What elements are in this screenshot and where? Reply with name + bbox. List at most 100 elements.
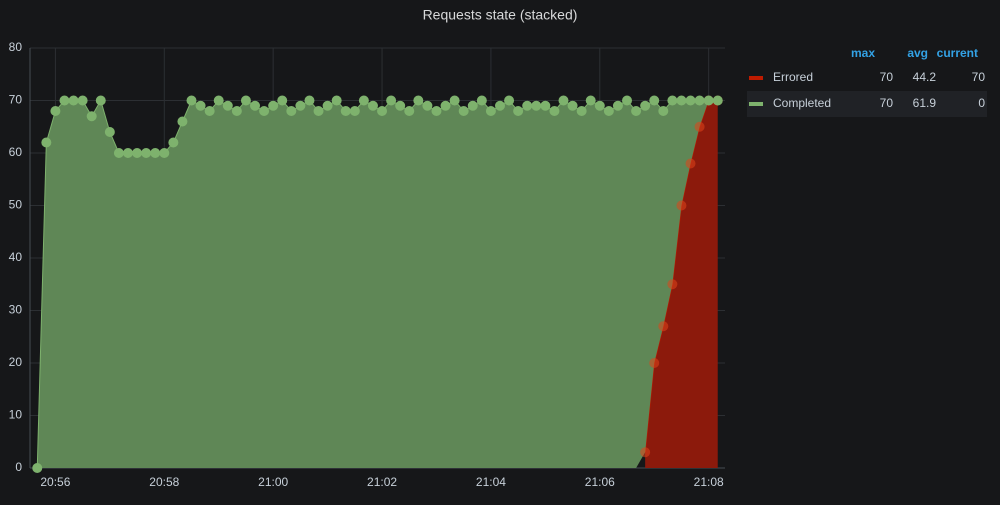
y-tick-label: 10 [9, 408, 23, 422]
data-point [367, 100, 378, 111]
x-tick-label: 20:56 [40, 475, 70, 489]
y-tick-label: 60 [9, 145, 23, 159]
data-point [640, 100, 651, 111]
x-tick-label: 20:58 [149, 475, 179, 489]
y-tick-label: 70 [9, 93, 23, 107]
data-point [658, 321, 669, 332]
data-point [622, 95, 633, 106]
y-tick-label: 50 [9, 198, 23, 212]
data-point [50, 106, 61, 116]
y-tick-label: 20 [9, 355, 23, 369]
data-point [603, 106, 614, 116]
x-tick-label: 21:08 [694, 475, 724, 489]
data-point [41, 137, 52, 148]
legend-header: max [851, 46, 875, 60]
data-point [676, 95, 687, 106]
data-point [222, 100, 233, 111]
data-point [676, 200, 687, 211]
data-point [231, 106, 242, 116]
series-area [645, 100, 718, 468]
legend-value: 44.2 [913, 70, 937, 84]
data-point [250, 100, 261, 111]
data-point [667, 279, 678, 290]
data-point [177, 116, 188, 127]
data-point [458, 106, 469, 116]
data-point [685, 95, 696, 106]
data-point [513, 106, 524, 116]
data-point [304, 95, 315, 106]
data-point [286, 106, 297, 116]
data-point [631, 106, 642, 116]
legend-value: 70 [880, 70, 894, 84]
data-point [712, 95, 723, 106]
data-point [277, 95, 288, 106]
data-point [440, 100, 451, 111]
data-point [640, 447, 651, 458]
data-point [404, 106, 415, 116]
data-point [476, 95, 487, 106]
data-point [68, 95, 79, 106]
legend-header: current [937, 46, 978, 60]
data-point [649, 358, 660, 368]
data-point [649, 95, 660, 106]
legend-label[interactable]: Completed [773, 96, 831, 110]
data-point [159, 148, 170, 158]
data-point [113, 148, 124, 158]
x-tick-label: 21:06 [585, 475, 615, 489]
data-point [594, 100, 605, 111]
data-point [141, 148, 152, 158]
data-point [32, 463, 43, 473]
data-point [395, 100, 406, 111]
data-point [576, 106, 587, 116]
data-point [531, 100, 542, 111]
data-point [612, 100, 623, 111]
data-point [386, 95, 397, 106]
data-point [540, 100, 551, 111]
data-point [268, 100, 279, 111]
legend-header: avg [907, 46, 928, 60]
data-point [77, 95, 88, 106]
data-point [95, 95, 106, 106]
data-point [104, 127, 115, 137]
data-point [585, 95, 596, 106]
data-point [422, 100, 433, 111]
data-point [204, 106, 215, 116]
data-point [504, 95, 515, 106]
data-point [322, 100, 333, 111]
data-point [340, 106, 351, 116]
legend-value: 70 [880, 96, 894, 110]
data-point [567, 100, 578, 111]
legend-label[interactable]: Errored [773, 70, 813, 84]
data-point [313, 106, 324, 116]
data-point [132, 148, 143, 158]
data-point [694, 95, 705, 106]
data-point [522, 100, 533, 111]
data-point [413, 95, 424, 106]
data-point [259, 106, 270, 116]
data-point [59, 95, 70, 106]
data-point [186, 95, 197, 106]
data-point [467, 100, 478, 111]
data-point [558, 95, 569, 106]
data-point [150, 148, 161, 158]
data-point [377, 106, 388, 116]
data-point [449, 95, 460, 106]
data-point [240, 95, 251, 106]
legend-value: 70 [972, 70, 986, 84]
data-point [349, 106, 360, 116]
data-point [122, 148, 133, 158]
legend-swatch[interactable] [749, 76, 763, 80]
x-tick-label: 21:04 [476, 475, 506, 489]
data-point [549, 106, 560, 116]
legend-value: 61.9 [913, 96, 937, 110]
data-point [195, 100, 206, 111]
data-point [703, 95, 714, 106]
data-point [358, 95, 369, 106]
series-area [37, 100, 718, 468]
x-tick-label: 21:02 [367, 475, 397, 489]
data-point [331, 95, 342, 106]
y-tick-label: 80 [9, 40, 23, 54]
data-point [86, 111, 97, 122]
legend-swatch[interactable] [749, 102, 763, 106]
